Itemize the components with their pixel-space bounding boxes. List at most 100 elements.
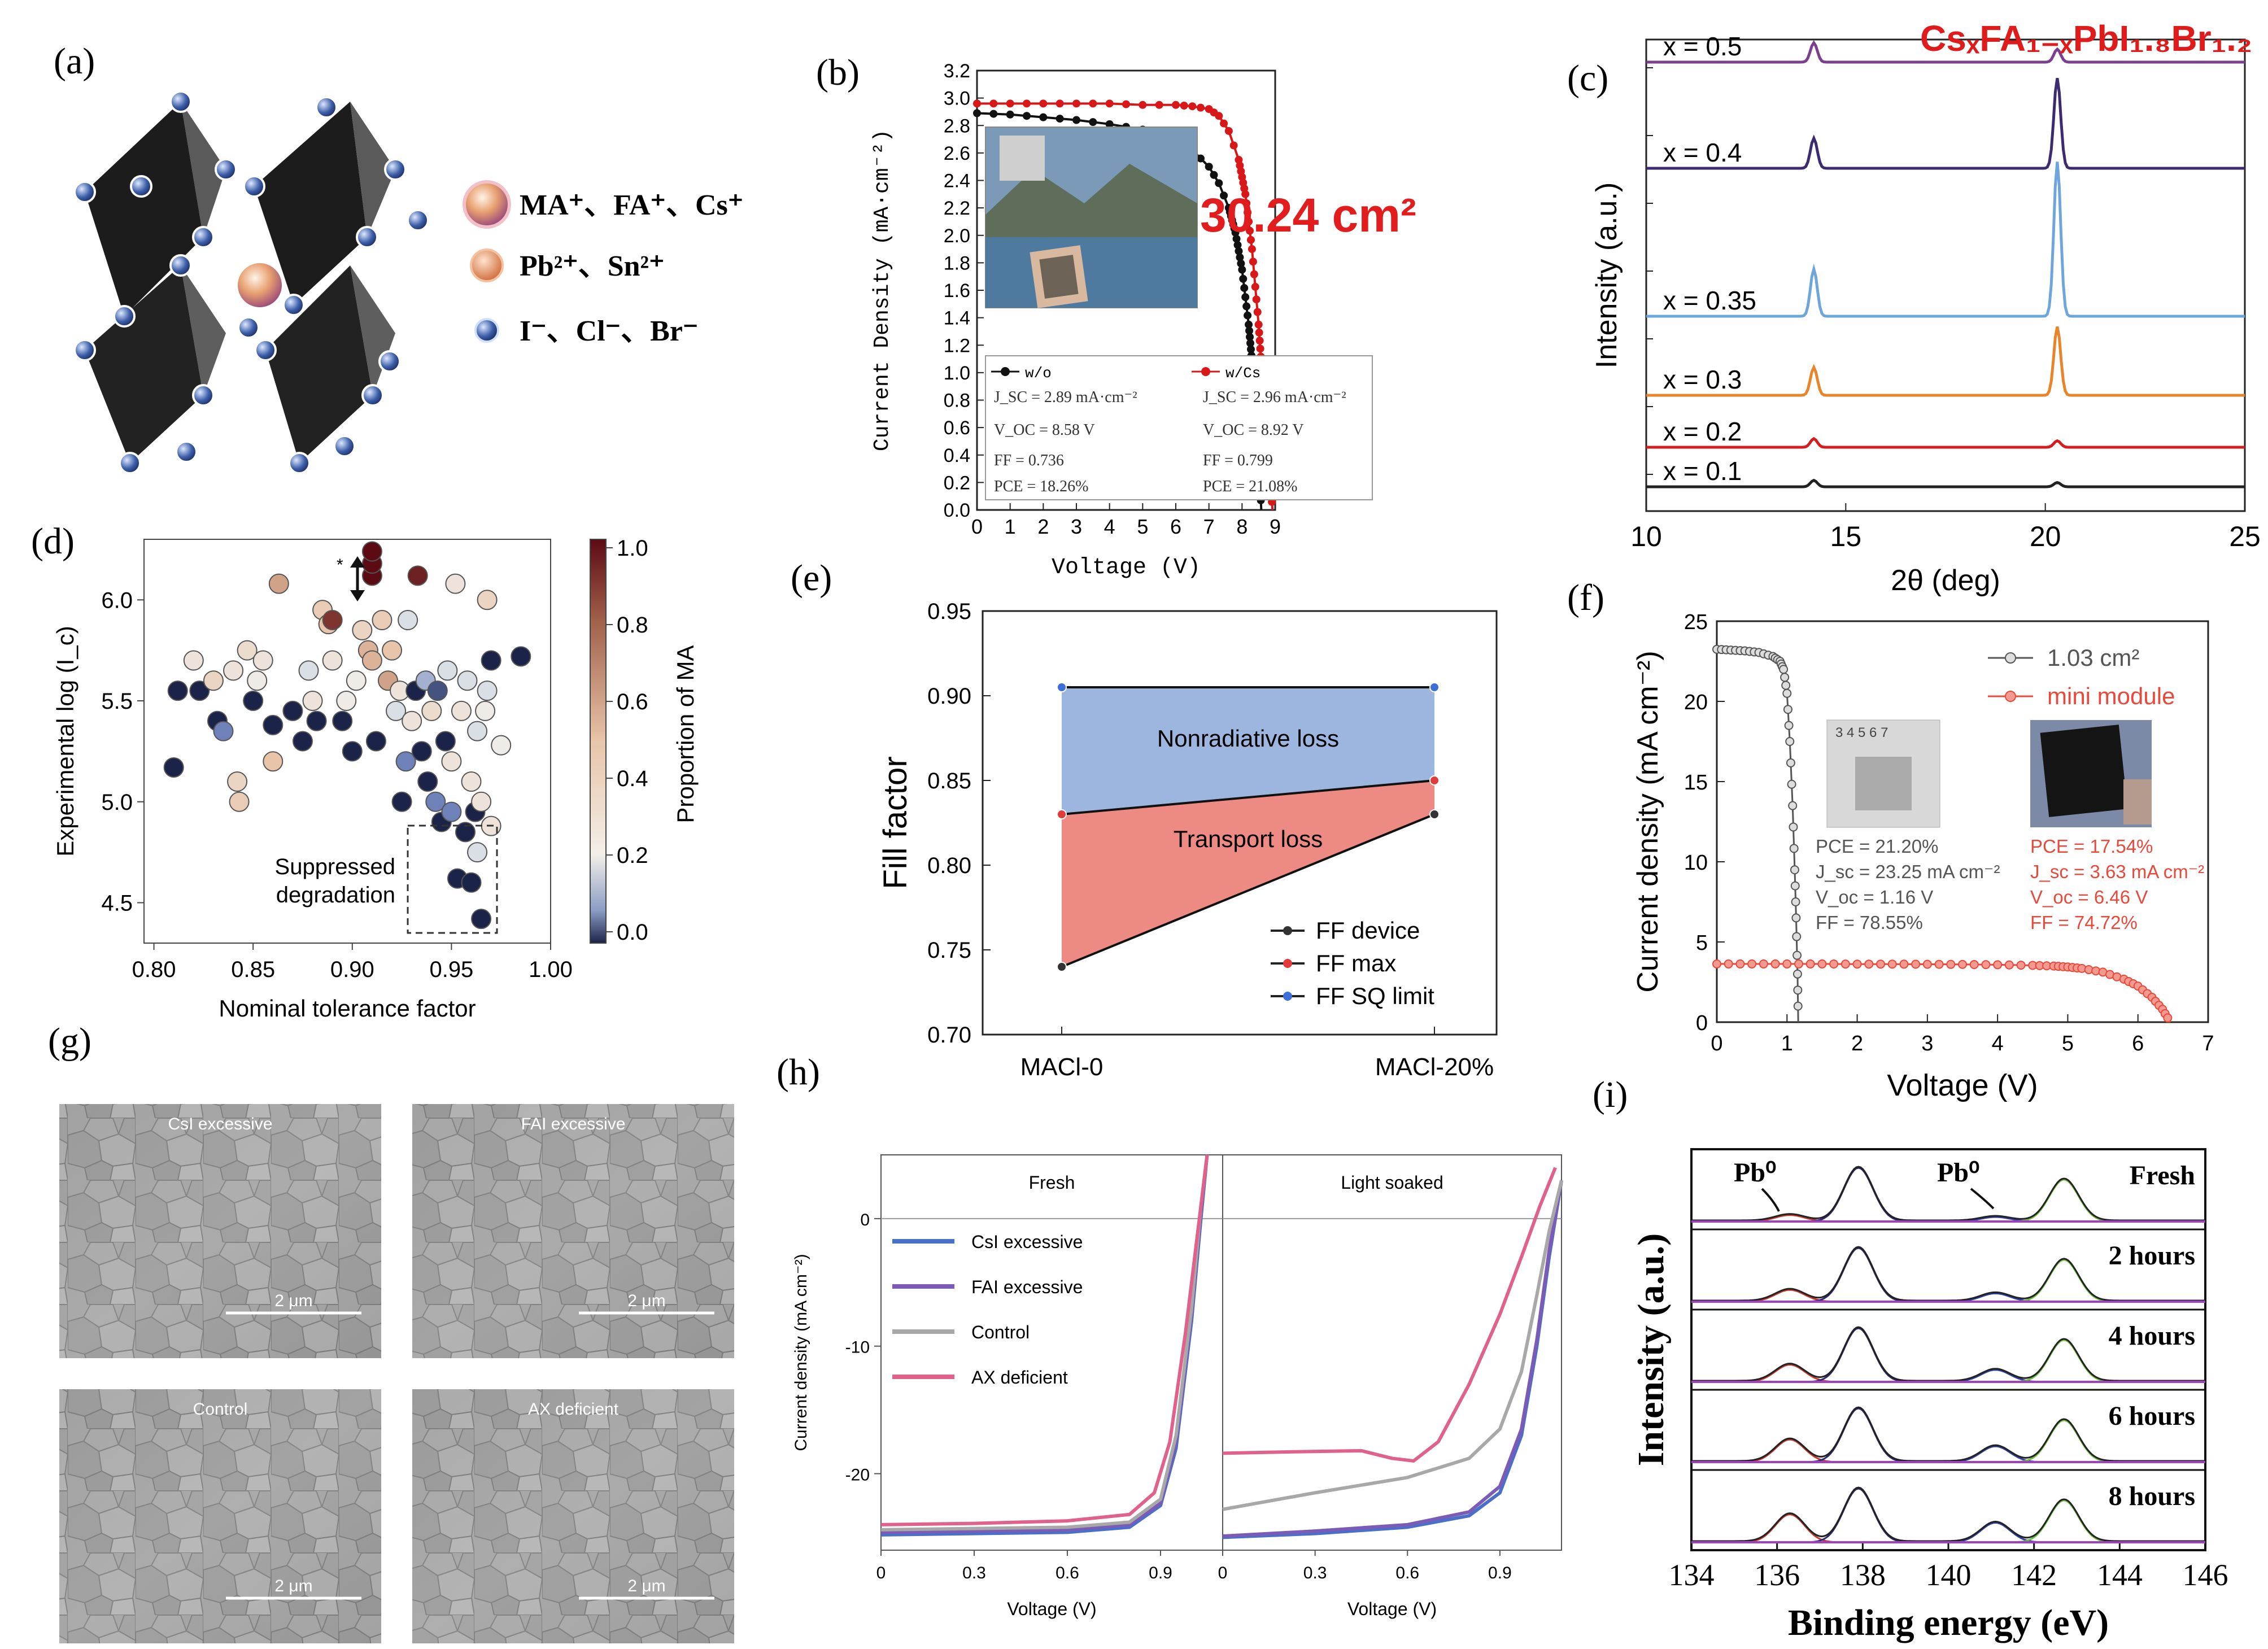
y-tick-label: 0.8 <box>944 390 970 412</box>
x-tick-label: 0.80 <box>132 957 176 982</box>
data-point <box>2016 961 2026 970</box>
sem-tile: AX deficient 2 μm <box>412 1389 734 1643</box>
legend-label: FF SQ limit <box>1316 983 1434 1009</box>
data-point <box>1180 101 1188 110</box>
jv-curve <box>1222 1180 1563 1539</box>
y-axis-label: Current density (mA cm⁻²) <box>1632 651 1664 992</box>
panel-h-label: (h) <box>777 1052 820 1093</box>
scatter-point <box>471 791 492 812</box>
transport-loss-label: Transport loss <box>1174 826 1323 852</box>
jv-curve <box>880 1154 1209 1532</box>
scatter-point <box>407 565 428 586</box>
data-point <box>1233 241 1242 249</box>
y-tick-label: 0.95 <box>927 599 971 624</box>
y-axis-label: Current density (mA cm⁻²) <box>792 1254 810 1451</box>
legend-wcs-label: w/Cs <box>1225 365 1261 382</box>
pb0-label: Pb⁰ <box>1734 1158 1776 1188</box>
legend-label: mini module <box>2047 683 2175 709</box>
wo-jsc: J_SC = 2.89 mA·cm⁻² <box>994 389 1137 406</box>
x-tick-label: 138 <box>1840 1558 1886 1592</box>
data-point <box>1244 208 1252 217</box>
subplot-frame <box>1222 1154 1562 1551</box>
y-tick-label: 2.0 <box>944 225 970 247</box>
x-tick-label: 140 <box>1926 1558 1972 1592</box>
scatter-point <box>455 822 476 843</box>
data-point <box>1747 959 1757 969</box>
scale-bar-label: 2 μm <box>274 1292 312 1310</box>
scatter-point <box>183 650 204 671</box>
data-point <box>1429 682 1440 692</box>
scale-bar-label: 2 μm <box>627 1577 665 1595</box>
wo-voc: V_OC = 8.58 V <box>994 421 1095 439</box>
data-point <box>1089 99 1097 108</box>
panel-f-label: (f) <box>1567 577 1604 618</box>
data-point <box>1220 191 1228 200</box>
data-point <box>1255 328 1263 337</box>
x-tick-label: 0.9 <box>1488 1564 1512 1582</box>
device-photo: 3 4 5 6 7 <box>1826 719 1940 828</box>
panel-i: (i) 134 136 138 140 142 144 146 Binding energy … <box>1593 1074 2228 1643</box>
data-point <box>1245 217 1253 226</box>
data-point <box>1057 682 1067 692</box>
module-voc: V_oc = 6.46 V <box>2030 887 2148 908</box>
scatter-point <box>263 751 284 772</box>
data-point <box>1023 112 1031 120</box>
scatter-point <box>398 610 418 630</box>
y-tick-label: 0.85 <box>927 769 971 793</box>
scatter-point <box>437 660 458 681</box>
legend-marker <box>2005 691 2016 702</box>
ion-legend: MA⁺、FA⁺、Cs⁺ Pb²⁺、Sn²⁺ I⁻、Cl⁻、Br⁻ <box>463 180 743 347</box>
y-tick-label: 0 <box>1696 1011 1708 1035</box>
scatter-point <box>252 650 273 671</box>
scatter-point <box>361 650 382 671</box>
data-point <box>1238 265 1246 274</box>
legend-marker <box>2005 652 2016 664</box>
wcs-pce: PCE = 21.08% <box>1203 478 1297 495</box>
x-tick-label: 0.6 <box>1395 1564 1419 1582</box>
data-point <box>1785 737 1795 746</box>
plot-frame <box>982 610 1498 1036</box>
scatter-point <box>372 610 392 630</box>
data-point <box>1779 665 1789 674</box>
scatter-point <box>427 680 448 701</box>
data-point <box>1248 245 1256 254</box>
y-tick-label: 0.4 <box>944 445 970 466</box>
data-point <box>1246 226 1254 235</box>
scatter-point <box>461 771 482 792</box>
module-stats: PCE = 17.54% J_sc = 3.63 mA cm⁻² V_oc = … <box>2030 836 2204 933</box>
legend-label: AX deficient <box>971 1367 1068 1388</box>
plot-frame <box>143 539 551 944</box>
scatter-point <box>189 680 210 701</box>
scatter-point <box>292 731 313 752</box>
y-tick-label: 0 <box>860 1211 870 1229</box>
chart-h: Fresh 0 0.3 0.6 0.9 Voltage (V) Light soaked 0 0… <box>792 1154 1563 1619</box>
scatter-point <box>451 700 472 721</box>
scatter-point <box>268 573 289 594</box>
x-tick-label: 0.9 <box>1149 1564 1172 1582</box>
data-point <box>989 110 998 118</box>
scatter-point <box>213 721 234 741</box>
sem-tile: CsI excessive 2 μm <box>59 1104 381 1358</box>
x-tick-label: 0 <box>1218 1564 1228 1582</box>
x-tick-label: 3 <box>1921 1032 1933 1055</box>
data-point <box>1188 102 1197 111</box>
data-point <box>1246 339 1254 347</box>
colorbar-tick-label: 0.6 <box>617 690 648 714</box>
scatter-point <box>302 691 323 711</box>
data-point <box>1805 959 1815 969</box>
fit-component <box>1691 1513 2205 1543</box>
data-point <box>1072 99 1080 108</box>
data-point <box>1237 259 1245 268</box>
plot-frame <box>1645 38 2246 512</box>
time-label: 2 hours <box>2109 1241 2195 1271</box>
series-label: x = 0.4 <box>1663 138 1742 167</box>
data-point <box>1252 295 1261 304</box>
y-tick-label: 0.90 <box>927 684 971 709</box>
scatter-point <box>457 670 478 691</box>
device-ff: FF = 78.55% <box>1816 912 1923 933</box>
x-tick-label: 2 <box>1851 1032 1863 1055</box>
y-axis-label: Intensity (a.u.) <box>1590 182 1623 368</box>
data-point <box>1205 163 1213 171</box>
a-site-ion-label: MA⁺、FA⁺、Cs⁺ <box>520 189 743 221</box>
sem-tile-title: AX deficient <box>528 1400 619 1419</box>
